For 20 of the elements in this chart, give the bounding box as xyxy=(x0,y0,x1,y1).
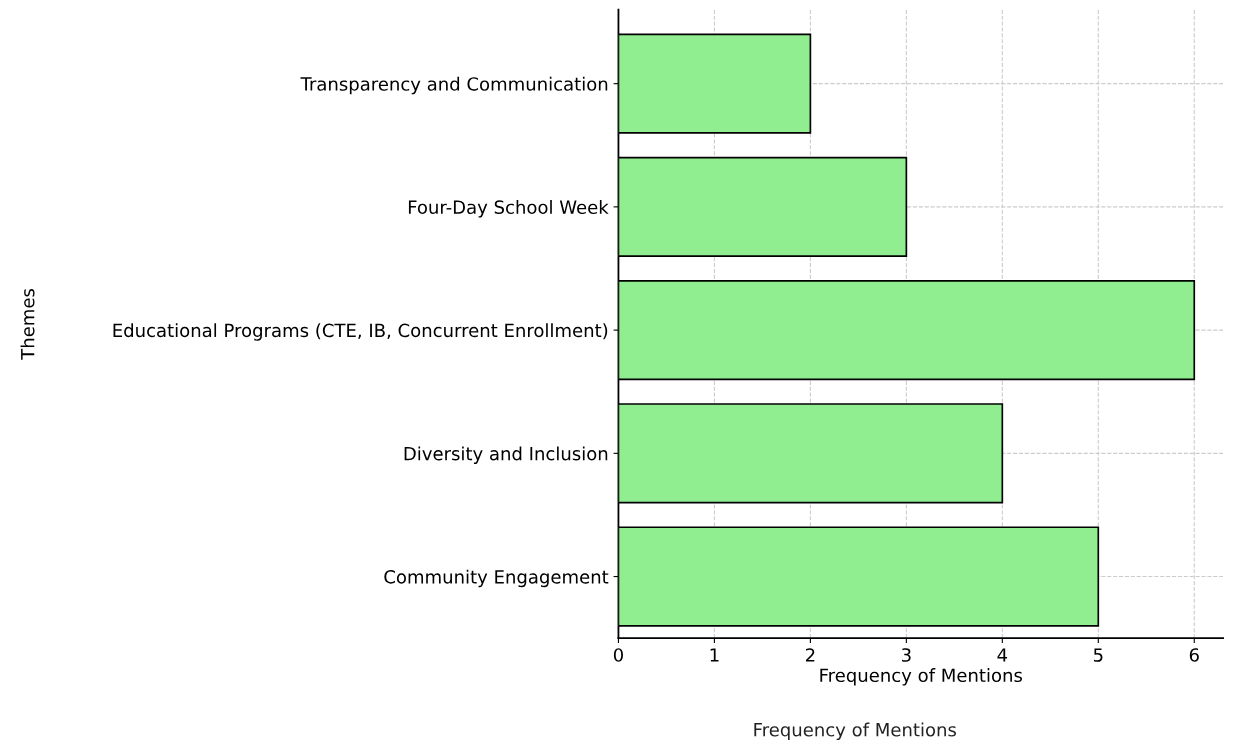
y-tick-label: Transparency and Communication xyxy=(300,76,608,95)
bar xyxy=(618,279,1196,381)
x-axis-title: Frequency of Mentions xyxy=(820,668,1023,686)
x-tick-label: 0 xyxy=(613,648,623,662)
y-tick-label: Four-Day School Week xyxy=(408,200,609,218)
x-tick-label: 5 xyxy=(1093,648,1103,662)
x-tick-label: 1 xyxy=(710,648,719,662)
y-axis-title: Themes xyxy=(20,288,35,360)
x-tick-label: 6 xyxy=(1189,648,1199,662)
y-tick-label: Educational Programs (CTE, IB, Concurrent Enrollment) xyxy=(113,323,608,341)
y-tick-label: Diversity and Inclusion xyxy=(404,446,608,464)
bar xyxy=(618,526,1100,627)
text: Frequency of Mentions xyxy=(754,722,957,741)
bar xyxy=(618,33,812,134)
x-tick-label: 2 xyxy=(805,648,815,662)
bar xyxy=(618,403,1004,504)
x-tick-label: 4 xyxy=(997,648,1008,662)
y-tick-label: Community Engagement xyxy=(384,569,609,588)
bar xyxy=(618,156,908,258)
x-tick-label: 3 xyxy=(901,648,911,662)
